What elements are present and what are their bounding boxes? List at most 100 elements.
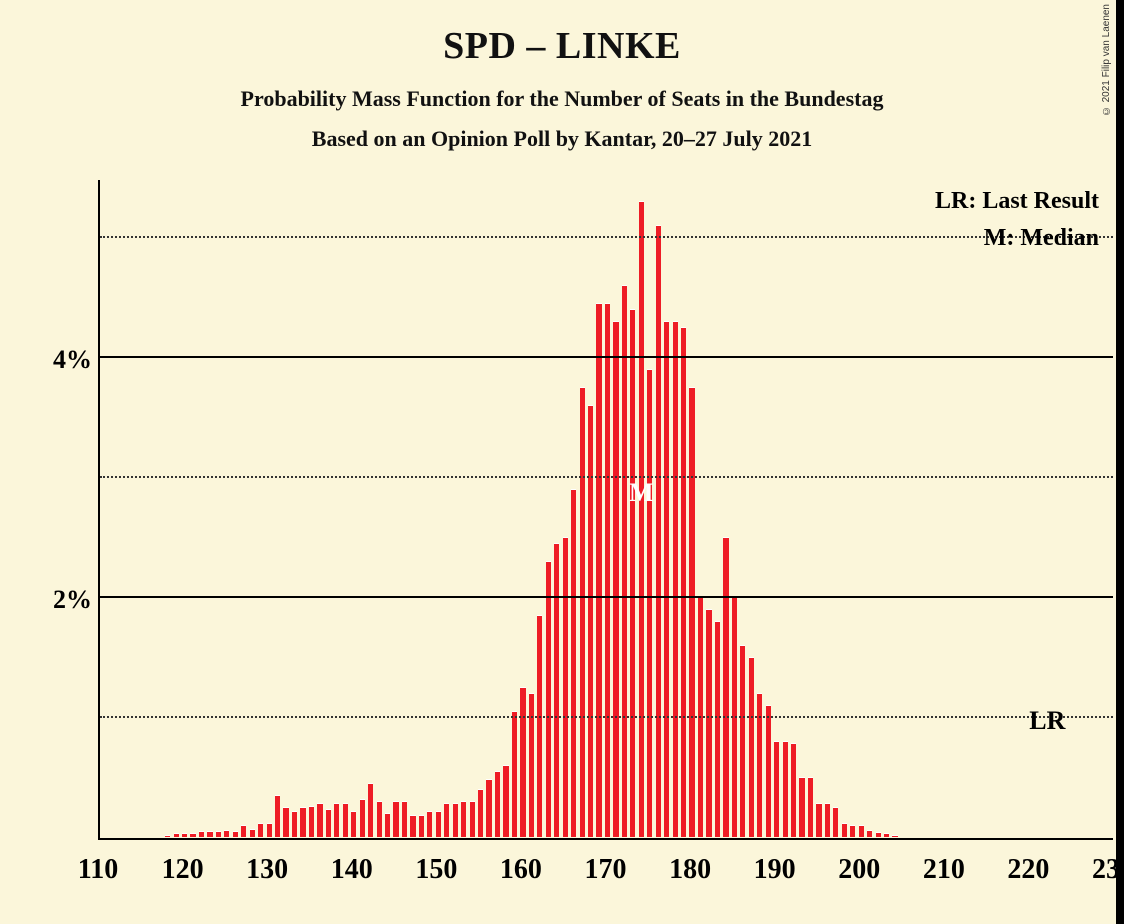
x-tick-label: 190 xyxy=(754,854,796,886)
bar xyxy=(410,815,415,837)
bar xyxy=(233,831,238,837)
bar xyxy=(757,693,762,837)
bar xyxy=(419,815,424,837)
bar xyxy=(596,303,601,837)
bar xyxy=(537,615,542,837)
bar xyxy=(554,543,559,837)
bar xyxy=(791,743,796,837)
x-tick-label: 110 xyxy=(78,854,118,886)
bar xyxy=(588,405,593,837)
bar xyxy=(639,201,644,837)
copyright-text: © 2021 Filip van Laenen xyxy=(1101,4,1112,116)
bar xyxy=(470,801,475,837)
bar xyxy=(368,783,373,837)
bar xyxy=(681,327,686,837)
gridline xyxy=(100,716,1113,718)
bar xyxy=(326,809,331,837)
chart-title: SPD – LINKE xyxy=(0,24,1124,68)
x-tick-label: 150 xyxy=(415,854,457,886)
bar xyxy=(673,321,678,837)
bar xyxy=(351,811,356,837)
bar xyxy=(605,303,610,837)
x-tick-label: 230 xyxy=(1092,854,1124,886)
gridline xyxy=(100,596,1113,598)
legend: LR: Last Result M: Median xyxy=(935,188,1099,252)
bar xyxy=(182,833,187,837)
gridline xyxy=(100,356,1113,358)
x-tick-label: 120 xyxy=(162,854,204,886)
bar xyxy=(241,825,246,837)
bar xyxy=(706,609,711,837)
bar xyxy=(207,831,212,837)
bar xyxy=(647,369,652,837)
x-tick-label: 140 xyxy=(331,854,373,886)
bar xyxy=(529,693,534,837)
bar xyxy=(190,833,195,837)
bar xyxy=(258,823,263,837)
bar xyxy=(715,621,720,837)
bar xyxy=(740,645,745,837)
bar xyxy=(343,803,348,837)
legend-lr: LR: Last Result xyxy=(935,188,1099,215)
bar xyxy=(393,801,398,837)
bar xyxy=(689,387,694,837)
bar xyxy=(749,657,754,837)
bar xyxy=(317,803,322,837)
bar xyxy=(613,321,618,837)
bar xyxy=(360,799,365,837)
bar xyxy=(165,835,170,837)
bar xyxy=(571,489,576,837)
bar xyxy=(224,830,229,837)
bar xyxy=(825,803,830,837)
bar xyxy=(774,741,779,837)
gridline xyxy=(100,476,1113,478)
bar xyxy=(292,811,297,837)
bar xyxy=(377,801,382,837)
chart-subtitle-2: Based on an Opinion Poll by Kantar, 20–2… xyxy=(0,126,1124,152)
bar xyxy=(546,561,551,837)
legend-m: M: Median xyxy=(935,225,1099,252)
bar xyxy=(816,803,821,837)
right-border xyxy=(1116,0,1124,924)
bar xyxy=(283,807,288,837)
plot-area: LR: Last Result M: Median M LR xyxy=(98,180,1113,840)
bar xyxy=(892,835,897,837)
bar xyxy=(630,309,635,837)
chart-area: LR: Last Result M: Median M LR 2%4% 1101… xyxy=(30,180,1116,910)
bar xyxy=(486,779,491,837)
bar xyxy=(427,811,432,837)
bar xyxy=(385,813,390,837)
bar xyxy=(766,705,771,837)
bar xyxy=(199,831,204,837)
bar xyxy=(453,803,458,837)
bar xyxy=(876,832,881,837)
bar xyxy=(884,833,889,837)
bar xyxy=(436,811,441,837)
bar xyxy=(867,830,872,837)
bar xyxy=(833,807,838,837)
bar xyxy=(842,823,847,837)
bar xyxy=(216,831,221,837)
bar xyxy=(402,801,407,837)
bar xyxy=(267,823,272,837)
bar xyxy=(799,777,804,837)
bar xyxy=(520,687,525,837)
x-tick-label: 210 xyxy=(923,854,965,886)
bar xyxy=(334,803,339,837)
bar xyxy=(495,771,500,837)
x-tick-label: 180 xyxy=(669,854,711,886)
bar xyxy=(461,801,466,837)
lr-marker: LR xyxy=(1029,706,1065,736)
bar xyxy=(309,806,314,837)
title-block: SPD – LINKE Probability Mass Function fo… xyxy=(0,0,1124,152)
bar xyxy=(275,795,280,837)
y-tick-label: 4% xyxy=(53,345,92,375)
bar xyxy=(723,537,728,837)
bar xyxy=(859,825,864,837)
bar xyxy=(563,537,568,837)
bar xyxy=(174,833,179,837)
bar xyxy=(478,789,483,837)
x-tick-label: 130 xyxy=(246,854,288,886)
bar xyxy=(783,741,788,837)
x-tick-label: 220 xyxy=(1007,854,1049,886)
